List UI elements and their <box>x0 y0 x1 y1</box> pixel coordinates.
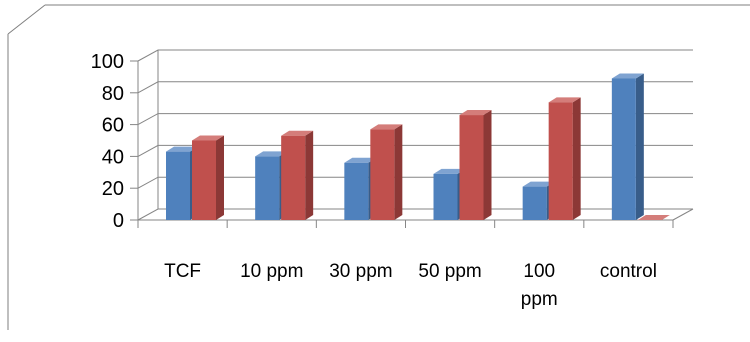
bar-side <box>305 130 314 220</box>
x-tick-label: 10 ppm <box>240 261 303 282</box>
bar-front <box>522 186 547 220</box>
bar-front <box>281 135 306 220</box>
x-tick-label: 100 <box>523 261 555 282</box>
x-tick-label: control <box>600 261 657 282</box>
y-tick-label: 0 <box>113 210 124 232</box>
bar-side <box>483 110 492 220</box>
bar-top <box>433 168 466 174</box>
bar-top <box>637 215 670 220</box>
bar-series-1-5 <box>611 73 644 221</box>
gridline <box>137 113 693 126</box>
bar-side <box>572 97 581 220</box>
y-tick-label: 60 <box>102 115 124 137</box>
bar-front <box>370 129 395 220</box>
bar-front <box>166 151 190 220</box>
bar-top <box>192 135 224 141</box>
bar-front <box>192 140 216 220</box>
y-tick-label: 40 <box>102 146 124 168</box>
bar-front <box>255 156 280 220</box>
bar-series-2-1 <box>281 130 314 220</box>
gridline <box>137 49 693 62</box>
bar-top <box>281 130 314 136</box>
bar-front <box>344 162 369 220</box>
bar-series-2-2 <box>370 124 403 220</box>
bar-side <box>394 124 403 220</box>
bar-front <box>433 173 458 220</box>
bar-top <box>611 73 644 79</box>
x-tick-label: 50 ppm <box>418 261 481 282</box>
x-tick-label: 30 ppm <box>329 261 392 282</box>
y-tick-label: 80 <box>102 83 124 105</box>
bar-series-2-4 <box>548 97 581 220</box>
frame-corner-border <box>7 4 46 35</box>
bar-top <box>522 181 555 187</box>
bar-series-2-0 <box>192 135 224 220</box>
bar-front <box>611 78 636 221</box>
bar-top <box>370 124 403 130</box>
x-tick-label: TCF <box>164 261 201 282</box>
bar-side <box>216 135 224 220</box>
bar-top <box>344 157 377 163</box>
bar-top <box>166 146 198 152</box>
bar-side <box>635 73 644 221</box>
bar-top <box>548 97 581 103</box>
gridline <box>137 81 693 94</box>
bar-front <box>459 115 484 220</box>
y-tick-label: 20 <box>102 178 124 200</box>
bar-front <box>548 102 573 220</box>
y-tick-label: 100 <box>91 51 124 73</box>
bar-series-2-3 <box>459 110 492 220</box>
bar-top <box>459 110 492 116</box>
floor-right-edge <box>672 208 694 221</box>
bar-top <box>255 151 288 157</box>
bar-series-2-5 <box>637 215 670 220</box>
x-tick-label: ppm <box>521 289 558 310</box>
